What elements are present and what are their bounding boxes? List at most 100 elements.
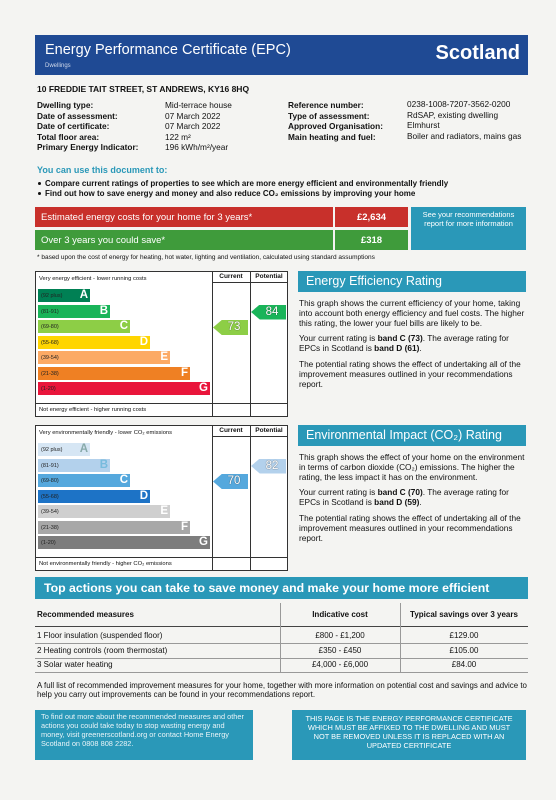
- header-bar: [35, 35, 528, 75]
- band-letter: C: [119, 474, 128, 486]
- actions-heading-box: [35, 577, 528, 599]
- band-bar: [38, 443, 90, 456]
- col-line: [212, 425, 213, 571]
- text: Your current rating is: [299, 333, 378, 344]
- bold-text: band C (70): [377, 487, 423, 498]
- band-bar: [38, 335, 150, 349]
- band-range: (39-54): [41, 509, 59, 515]
- col-header: Potential: [255, 273, 283, 280]
- band-bar: [38, 304, 110, 318]
- detail-value: 07 March 2022: [165, 110, 221, 121]
- text: This graph shows the current efficiency …: [299, 298, 525, 329]
- band-letter: A: [79, 443, 88, 455]
- row-line: [35, 643, 528, 644]
- col-line: [400, 603, 401, 673]
- text: .: [419, 343, 422, 354]
- text: This graph shows the effect of your home…: [299, 452, 525, 483]
- band-range: (21-38): [41, 370, 59, 377]
- band-letter: E: [160, 351, 168, 363]
- bold-text: band D (61): [374, 343, 420, 354]
- cost-bar: [35, 230, 333, 250]
- detail-label: Total floor area:: [37, 131, 100, 142]
- table-cell: 3 Solar water heating: [37, 660, 113, 669]
- bullet: [38, 182, 41, 185]
- detail-value: Elmhurst: [407, 120, 440, 130]
- use-item: Find out how to save energy and money an…: [45, 189, 416, 198]
- table-header: Indicative cost: [312, 610, 368, 619]
- rating-arrow: [213, 320, 248, 335]
- section-heading-box: [298, 271, 526, 292]
- band-bar: [38, 505, 170, 518]
- band-range: (81-91): [41, 308, 59, 315]
- subtitle: Dwellings: [45, 63, 71, 69]
- table-line: [35, 626, 528, 627]
- band-letter: F: [180, 520, 188, 533]
- table-cell: £129.00: [449, 631, 479, 640]
- cost-value-box: [335, 230, 408, 250]
- paragraph: The potential rating shows the effect of…: [299, 513, 527, 543]
- rating-arrow: [251, 458, 286, 474]
- bottom-line: [35, 403, 288, 404]
- text: . The average rating for EPCs in Scotlan…: [299, 333, 509, 354]
- band-letter: D: [139, 335, 148, 348]
- header-line: [212, 436, 288, 437]
- address: 10 FREDDIE TAIT STREET, ST ANDREWS, KY16…: [37, 84, 250, 94]
- text: The potential rating shows the effect of…: [299, 358, 521, 389]
- paragraph: This graph shows the current efficiency …: [299, 298, 527, 328]
- rating-value: 82: [265, 459, 279, 472]
- band-bar: [38, 320, 130, 333]
- rating-text: This graph shows the effect of your home…: [299, 452, 527, 548]
- band-bar: [38, 489, 150, 503]
- rating-value: 73: [227, 321, 241, 333]
- band-range: (1-20): [41, 540, 56, 546]
- footer-left: To find out more about the recommended m…: [35, 710, 253, 760]
- rating-value: 70: [227, 475, 241, 487]
- detail-value: 07 March 2022: [165, 121, 221, 131]
- band-range: (55-68): [41, 493, 59, 500]
- band-range: (1-20): [41, 386, 56, 392]
- cost-value: £2,634: [356, 212, 387, 223]
- detail-label: Type of assessment:: [288, 110, 370, 121]
- paragraph: The potential rating shows the effect of…: [299, 359, 527, 389]
- paragraph: Your current rating is band C (70). The …: [299, 487, 527, 507]
- actions-heading: Top actions you can take to save money a…: [44, 581, 490, 595]
- col-header: Current: [219, 273, 243, 280]
- band-bar: [38, 351, 170, 364]
- col-line: [250, 425, 251, 571]
- bold-text: band C (73): [377, 333, 423, 344]
- detail-label: Date of assessment:: [37, 110, 118, 121]
- table-cell: £4,000 - £6,000: [311, 660, 369, 669]
- cost-label: Estimated energy costs for your home for…: [41, 212, 253, 223]
- table-header: Recommended measures: [37, 610, 134, 619]
- band-bar: [38, 458, 110, 472]
- band-range: (21-38): [41, 524, 59, 531]
- band-range: (69-80): [41, 478, 59, 484]
- text: Your current rating is: [299, 487, 378, 498]
- rating-text: This graph shows the current efficiency …: [299, 298, 527, 394]
- rating-arrow: [213, 474, 248, 489]
- band-letter: B: [99, 304, 108, 317]
- country: Scotland: [435, 42, 520, 64]
- band-bar: [38, 520, 190, 534]
- table-cell: £350 - £450: [318, 645, 362, 655]
- bottom-label: Not energy efficient - higher running co…: [39, 407, 147, 413]
- band-bar: [38, 474, 130, 487]
- top-label: Very energy efficient - lower running co…: [39, 276, 147, 282]
- col-line: [280, 603, 281, 673]
- band-range: (39-54): [41, 355, 59, 361]
- table-cell: 2 Heating controls (room thermostat): [37, 645, 168, 655]
- detail-value: RdSAP, existing dwelling: [407, 109, 499, 120]
- band-letter: G: [199, 536, 208, 548]
- band-letter: B: [99, 458, 108, 471]
- uses-heading: You can use this document to:: [37, 165, 168, 175]
- table-cell: £800 - £1,200: [315, 631, 365, 640]
- section-heading: Energy Efficiency Rating: [306, 274, 442, 288]
- bottom-line: [35, 557, 288, 558]
- table-cell: 1 Floor insulation (suspended floor): [37, 631, 163, 640]
- info-box: See your recommendations report for more…: [411, 207, 526, 250]
- title: Energy Performance Certificate (EPC): [45, 42, 291, 58]
- band-letter: C: [119, 320, 128, 332]
- band-bar: [38, 366, 190, 380]
- bullet: [38, 192, 41, 195]
